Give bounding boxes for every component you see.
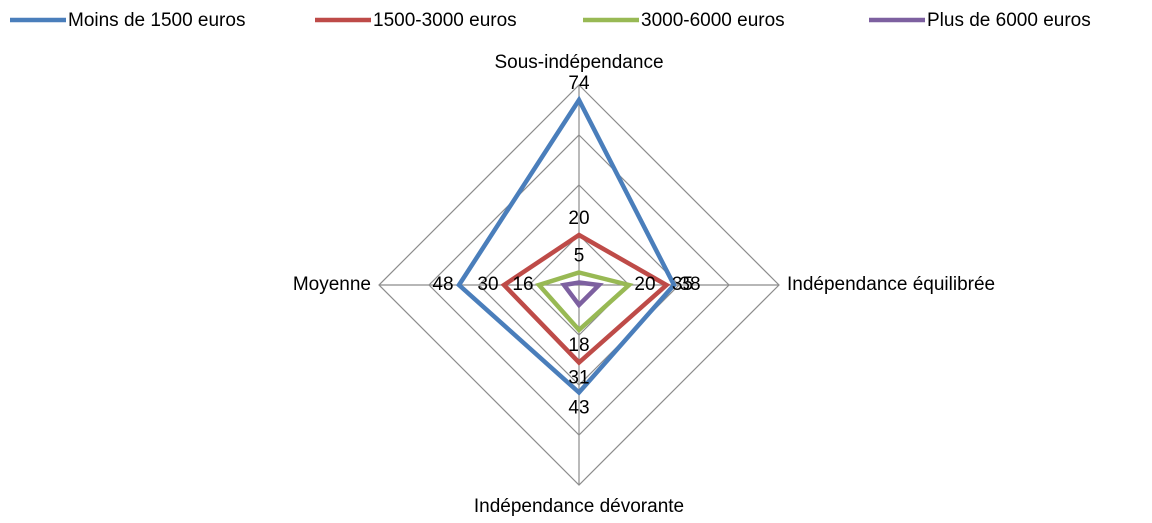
- category-label: Sous-indépendance: [494, 52, 663, 73]
- data-label: 35: [672, 274, 693, 295]
- data-label: 30: [477, 274, 498, 295]
- data-label: 16: [512, 274, 533, 295]
- legend-label: 1500-3000 euros: [373, 10, 517, 31]
- data-label: 31: [568, 368, 589, 389]
- series-line: [535, 270, 634, 334]
- data-label: 20: [634, 274, 655, 295]
- category-label: Moyenne: [293, 274, 371, 295]
- category-label: Indépendance dévorante: [474, 496, 684, 517]
- data-label: 5: [574, 246, 585, 267]
- series-line: [500, 232, 671, 366]
- data-label: 74: [568, 73, 590, 94]
- legend-label: Plus de 6000 euros: [927, 10, 1091, 31]
- data-label: 38: [679, 274, 700, 295]
- category-label: Indépendance équilibrée: [787, 274, 995, 295]
- data-label: 43: [568, 398, 589, 419]
- series-line: [559, 280, 604, 309]
- data-label: 18: [568, 335, 589, 356]
- legend-label: Moins de 1500 euros: [68, 10, 245, 31]
- data-label: 48: [432, 274, 453, 295]
- legend-label: 3000-6000 euros: [641, 10, 785, 31]
- data-label: 20: [568, 208, 589, 229]
- series-line: [456, 95, 677, 396]
